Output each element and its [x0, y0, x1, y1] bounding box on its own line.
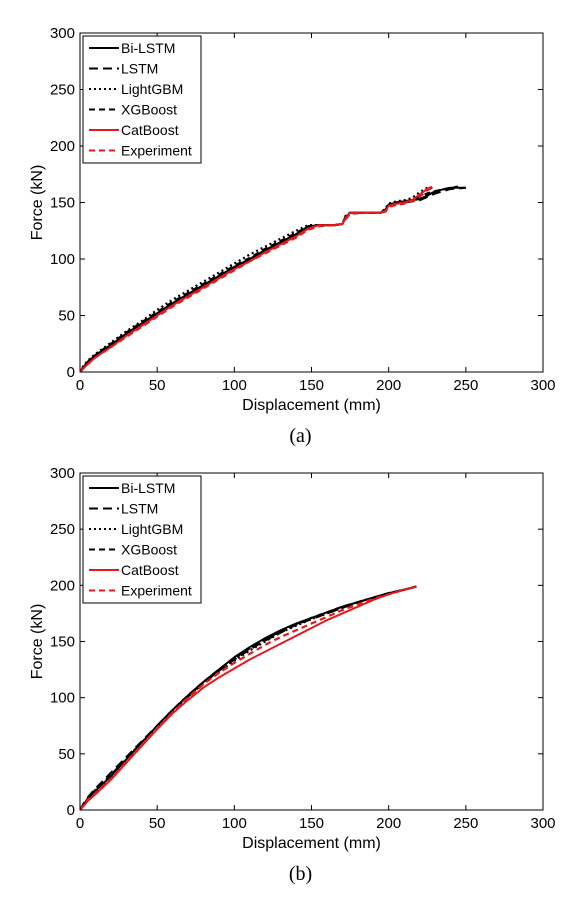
series-line-xgboost: [80, 185, 459, 372]
figure-caption: (b): [289, 863, 312, 885]
x-tick-label: 150: [299, 377, 324, 394]
x-tick-label: 250: [453, 377, 478, 394]
y-tick-label: 150: [50, 195, 75, 212]
series-group: [80, 585, 417, 810]
y-tick-label: 0: [67, 802, 75, 819]
series-line-experiment: [80, 185, 436, 372]
y-tick-label: 200: [50, 138, 75, 155]
series-line-catboost: [80, 585, 417, 810]
legend-label: CatBoost: [121, 122, 179, 138]
x-tick-label: 100: [222, 377, 247, 394]
legend-label: LightGBM: [121, 521, 183, 537]
legend-box: [82, 35, 202, 164]
x-tick-label: 0: [76, 815, 84, 832]
x-tick-label: 250: [453, 815, 478, 832]
y-tick-label: 300: [50, 465, 75, 482]
series-line-lightgbm: [80, 585, 417, 810]
y-axis-title: Force (kN): [29, 604, 46, 680]
x-tick-label: 50: [149, 377, 166, 394]
x-tick-label: 200: [376, 815, 401, 832]
legend-label: Bi-LSTM: [121, 40, 175, 56]
x-tick-label: 300: [530, 377, 555, 394]
y-tick-label: 100: [50, 251, 75, 268]
series-line-bi-lstm: [80, 585, 417, 810]
y-tick-label: 100: [50, 690, 75, 707]
legend: Bi-LSTM LSTM LightGBM XGBoost CatBoost Experi…: [82, 475, 202, 604]
x-tick-label: 200: [376, 377, 401, 394]
y-tick-label: 50: [58, 746, 75, 763]
x-tick-label: 300: [530, 815, 555, 832]
series-line-lightgbm: [80, 186, 435, 372]
chart-panel-2: 0 50 100 150 200 250 300 0 50 100 150 200 250 300 Disp…: [29, 465, 556, 885]
series-line-bi-lstm: [80, 186, 466, 372]
x-tick-label: 100: [222, 815, 247, 832]
x-axis-title: Displacement (mm): [242, 835, 381, 852]
y-tick-label: 250: [50, 521, 75, 538]
legend-label: CatBoost: [121, 562, 179, 578]
y-tick-label: 250: [50, 82, 75, 99]
legend-label: Experiment: [121, 143, 192, 159]
y-tick-label: 150: [50, 634, 75, 651]
legend: Bi-LSTM LSTM LightGBM XGBoost CatBoost Experi…: [82, 35, 202, 164]
series-line-catboost: [80, 185, 433, 372]
legend-label: LightGBM: [121, 81, 183, 97]
chart-panel-1: 0 50 100 150 200 250 300 0 50 100 150 200 250 300 Disp…: [29, 25, 556, 447]
legend-label: LSTM: [121, 61, 158, 77]
legend-label: XGBoost: [121, 542, 177, 558]
y-axis-title: Force (kN): [29, 165, 46, 241]
series-group: [80, 185, 466, 372]
y-tick-label: 200: [50, 577, 75, 594]
series-line-lstm: [80, 186, 466, 372]
series-line-experiment: [80, 585, 417, 810]
y-tick-label: 0: [67, 364, 75, 381]
legend-label: Bi-LSTM: [121, 480, 175, 496]
x-tick-label: 150: [299, 815, 324, 832]
series-line-xgboost: [80, 585, 417, 810]
figure-caption: (a): [289, 425, 311, 447]
series-line-lstm: [80, 585, 417, 810]
legend-label: XGBoost: [121, 102, 177, 118]
x-tick-label: 50: [149, 815, 166, 832]
y-tick-label: 300: [50, 25, 75, 42]
legend-label: LSTM: [121, 501, 158, 517]
legend-box: [82, 475, 202, 604]
x-tick-label: 0: [76, 377, 84, 394]
y-tick-label: 50: [58, 308, 75, 325]
x-axis-title: Displacement (mm): [242, 397, 381, 414]
legend-label: Experiment: [121, 583, 192, 599]
